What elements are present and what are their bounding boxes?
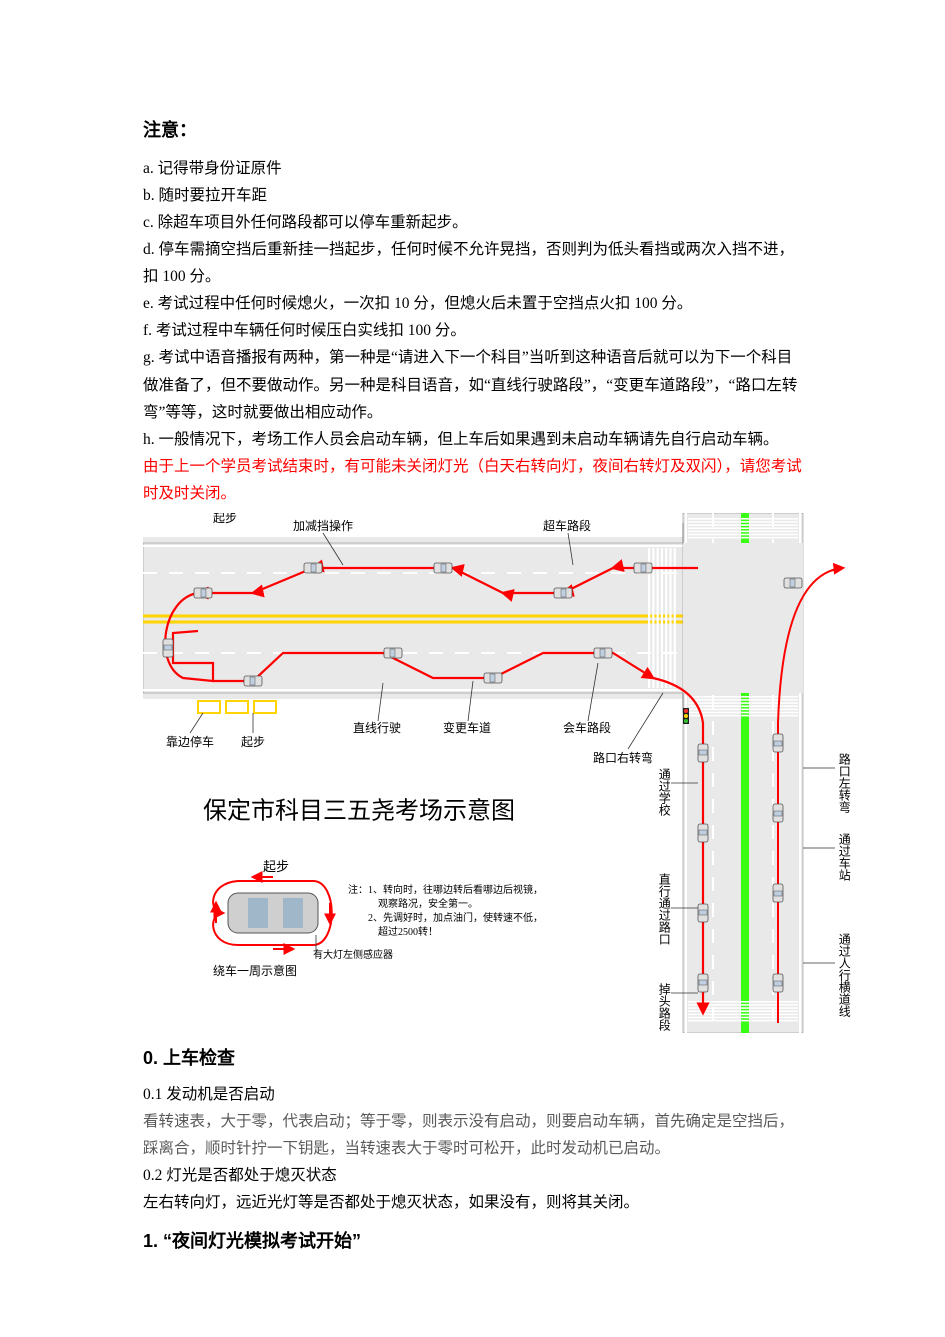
svg-text:会车路段: 会车路段: [563, 720, 611, 735]
note-d: d. 停车需摘空挡后重新挂一挡起步，任何时候不允许晃挡，否则判为低头看挡或两次入…: [143, 236, 805, 290]
svg-text:起步: 起步: [213, 513, 237, 525]
note-c: c. 除超车项目外任何路段都可以停车重新起步。: [143, 209, 805, 236]
svg-text:加减挡操作: 加减挡操作: [293, 518, 353, 533]
note-h-red: 由于上一个学员考试结束时，有可能未关闭灯光（白天右转向灯，夜间右转灯及双闪），请…: [143, 453, 805, 507]
section-0-1-body: 看转速表，大于零，代表启动；等于零，则表示没有启动，则要启动车辆，首先确定是空挡…: [143, 1108, 805, 1162]
section-0-heading: 0. 上车检查: [143, 1043, 805, 1075]
section-1-heading: 1. “夜间灯光模拟考试开始”: [143, 1226, 805, 1258]
svg-text:掉头路段: 掉头路段: [657, 983, 671, 1032]
note-a: a. 记得带身份证原件: [143, 155, 805, 182]
section-0-1-title: 0.1 发动机是否启动: [143, 1081, 805, 1108]
route-diagram: 加减挡操作超车路段直线行驶变更车道会车路段路口右转弯靠边停车起步通过学校直行通过…: [143, 513, 805, 1033]
svg-text:靠边停车: 靠边停车: [166, 734, 214, 749]
svg-text:通过车站: 通过车站: [837, 833, 851, 881]
route-diagram-svg: 加减挡操作超车路段直线行驶变更车道会车路段路口右转弯靠边停车起步通过学校直行通过…: [143, 513, 863, 1033]
svg-text:超过2500转！: 超过2500转！: [348, 925, 438, 938]
svg-text:有大灯左侧感应器: 有大灯左侧感应器: [313, 948, 393, 961]
note-h-black: h. 一般情况下，考场工作人员会启动车辆，但上车后如果遇到未启动车辆请先自行启动…: [143, 426, 805, 453]
section-0-2-title: 0.2 灯光是否都处于熄灭状态: [143, 1162, 805, 1189]
svg-text:超车路段: 超车路段: [543, 518, 591, 533]
note-f: f. 考试过程中车辆任何时候压白实线扣 100 分。: [143, 317, 805, 344]
svg-text:变更车道: 变更车道: [443, 720, 491, 735]
svg-text:通过学校: 通过学校: [657, 768, 671, 816]
svg-text:起步: 起步: [263, 859, 289, 874]
svg-text:通过人行横道线: 通过人行横道线: [837, 933, 851, 1017]
svg-text:2、先调好时，加点油门，使转速不低，: 2、先调好时，加点油门，使转速不低，: [348, 911, 543, 924]
svg-text:直线行驶: 直线行驶: [353, 720, 401, 735]
svg-text:路口左转弯: 路口左转弯: [837, 752, 851, 814]
heading-note: 注意：: [143, 115, 805, 147]
svg-text:绕车一周示意图: 绕车一周示意图: [213, 963, 297, 978]
svg-text:直行通过路口: 直行通过路口: [657, 873, 671, 945]
section-0-2-body: 左右转向灯，远近光灯等是否都处于熄灭状态，如果没有，则将其关闭。: [143, 1189, 805, 1216]
svg-text:保定市科目三五尧考场示意图: 保定市科目三五尧考场示意图: [203, 798, 515, 825]
svg-text:注：1、转向时，往哪边转后看哪边后视镜，: 注：1、转向时，往哪边转后看哪边后视镜，: [348, 883, 543, 896]
svg-text:路口右转弯: 路口右转弯: [593, 750, 653, 765]
note-e: e. 考试过程中任何时候熄火，一次扣 10 分，但熄火后未置于空挡点火扣 100…: [143, 290, 805, 317]
note-b: b. 随时要拉开车距: [143, 182, 805, 209]
svg-text:观察路况，安全第一。: 观察路况，安全第一。: [348, 897, 478, 910]
note-g: g. 考试中语音播报有两种，第一种是“请进入下一个科目”当听到这种语音后就可以为…: [143, 344, 805, 425]
svg-text:起步: 起步: [241, 735, 265, 749]
